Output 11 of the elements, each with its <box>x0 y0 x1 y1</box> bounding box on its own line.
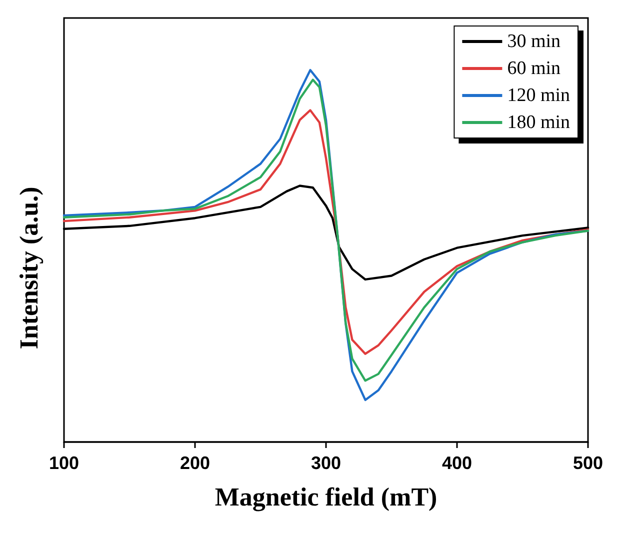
legend-label: 60 min <box>507 58 561 79</box>
legend-label: 180 min <box>507 112 570 133</box>
x-tick-label: 300 <box>310 453 342 473</box>
y-axis-title: Intensity (a.u.) <box>14 186 44 350</box>
x-tick-label: 500 <box>572 453 604 473</box>
x-tick-label: 200 <box>180 453 210 473</box>
x-axis-title: Magnetic field (mT) <box>214 482 438 512</box>
x-tick-label: 100 <box>48 453 80 473</box>
legend-label: 120 min <box>507 85 570 106</box>
legend-label: 30 min <box>507 31 561 52</box>
x-tick-label: 400 <box>442 453 472 473</box>
